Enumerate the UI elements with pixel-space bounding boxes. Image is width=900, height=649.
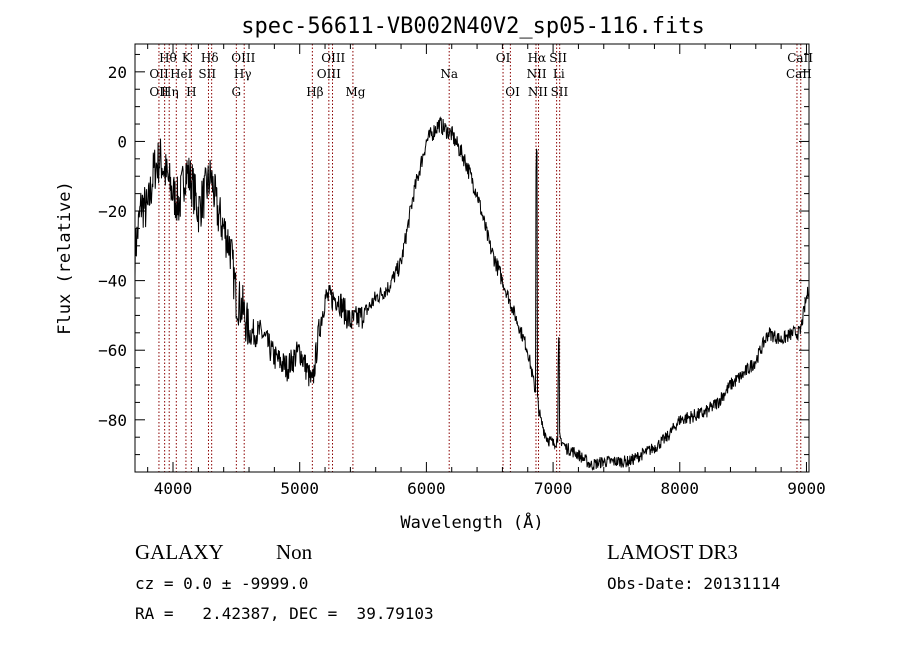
spectral-line-label: OII bbox=[149, 67, 169, 81]
x-tick-label: 5000 bbox=[280, 479, 319, 498]
spectral-line-label: NII bbox=[527, 67, 547, 81]
spectral-line-label: OI bbox=[505, 85, 520, 99]
redshift-line: cz = 0.0 ± -9999.0 bbox=[135, 574, 308, 593]
y-axis-ticks: 20 0 −20 −40 −60 −80 bbox=[98, 53, 809, 456]
y-tick-label: −40 bbox=[98, 272, 127, 291]
object-subclass: Non bbox=[276, 540, 313, 564]
x-tick-label: 4000 bbox=[154, 479, 193, 498]
object-class: GALAXY bbox=[135, 540, 224, 564]
spectral-line-label: Hα bbox=[528, 51, 547, 65]
x-axis-ticks: 4000 5000 6000 7000 8000 9000 bbox=[147, 44, 826, 498]
y-tick-label: −80 bbox=[98, 411, 127, 430]
survey-name: LAMOST DR3 bbox=[607, 540, 738, 564]
spectral-line-label: K bbox=[182, 51, 192, 65]
y-tick-label: −20 bbox=[98, 202, 127, 221]
spectral-line-label: SII bbox=[198, 67, 216, 81]
spectral-line-label: Hδ bbox=[201, 51, 219, 65]
x-tick-label: 8000 bbox=[661, 479, 700, 498]
spectral-line-label: Hβ bbox=[306, 85, 323, 99]
spectral-line-label: HeI bbox=[170, 67, 193, 81]
y-tick-label: −60 bbox=[98, 341, 127, 360]
x-axis-label: Wavelength (Å) bbox=[400, 511, 543, 533]
spectral-line-label: G bbox=[232, 85, 242, 99]
spectral-line-label: H bbox=[186, 85, 196, 99]
spectral-line-label: OIII bbox=[321, 51, 345, 65]
spectral-line-label: OI bbox=[496, 51, 511, 65]
spectral-line-label: Na bbox=[440, 67, 458, 81]
spectral-line-label: Hη bbox=[161, 85, 179, 99]
y-tick-label: 0 bbox=[117, 132, 127, 151]
radec-line: RA = 2.42387, DEC = 39.79103 bbox=[135, 604, 434, 623]
spectral-line-label: OIII bbox=[317, 67, 341, 81]
spectrum-series bbox=[134, 116, 810, 471]
x-tick-label: 7000 bbox=[534, 479, 573, 498]
plot-frame bbox=[134, 43, 810, 473]
obs-date: Obs-Date: 20131114 bbox=[607, 574, 780, 593]
spectral-line-label: CaII bbox=[786, 67, 812, 81]
chart-title: spec-56611-VB002N40V2_sp05-116.fits bbox=[241, 14, 705, 39]
spectral-line-label: OIII bbox=[231, 51, 255, 65]
x-tick-label: 6000 bbox=[407, 479, 446, 498]
spectral-line-markers bbox=[158, 44, 802, 472]
spectral-line-label: SII bbox=[551, 85, 569, 99]
spectral-line-label: NII bbox=[528, 85, 548, 99]
spectral-line-label: Mg bbox=[345, 85, 365, 99]
y-axis-label: Flux (relative) bbox=[55, 181, 75, 335]
y-tick-label: 20 bbox=[108, 63, 127, 82]
spectral-line-label: SII bbox=[549, 51, 567, 65]
spectral-line-label: Li bbox=[553, 67, 565, 81]
x-tick-label: 9000 bbox=[787, 479, 826, 498]
spectrum-line bbox=[134, 116, 810, 471]
spectral-line-label: Hθ bbox=[159, 51, 177, 65]
spectral-line-label: Hγ bbox=[234, 67, 252, 81]
spectral-line-label: OII bbox=[149, 85, 169, 99]
